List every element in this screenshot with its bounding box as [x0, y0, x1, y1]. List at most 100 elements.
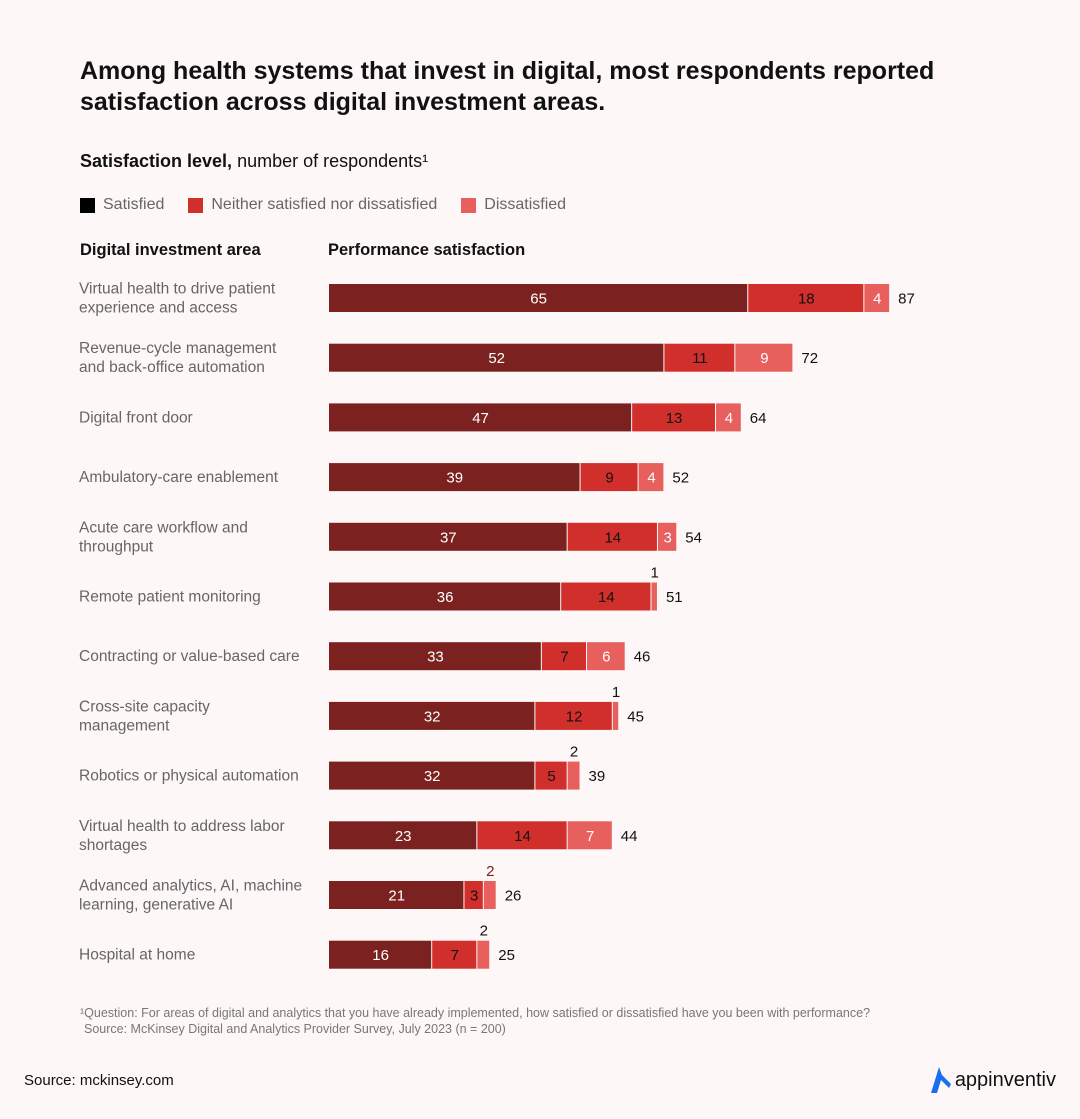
bar-segment-neither — [432, 940, 477, 969]
bar-segment-satisfied — [329, 463, 580, 492]
bar-segment-satisfied — [329, 701, 535, 730]
data-label: 21 — [388, 888, 405, 905]
category-label: Digital front door — [79, 409, 193, 426]
bar-segment-satisfied — [329, 761, 535, 790]
subtitle-bold: Satisfaction level, — [80, 151, 233, 171]
bar-segment-dissatisfied — [735, 343, 793, 372]
data-label: 37 — [440, 529, 457, 546]
bar-segment-neither — [477, 821, 567, 850]
legend-item-neither: Neither satisfied nor dissatisfied — [188, 196, 437, 214]
data-label: 4 — [873, 291, 881, 308]
bar-segment-dissatisfied — [587, 642, 625, 671]
category-label: Ambulatory-care enablement — [79, 469, 279, 486]
data-label: 6 — [602, 649, 610, 666]
total-label: 25 — [498, 947, 515, 964]
data-label: 16 — [372, 947, 389, 964]
category-label: Contracting or value-based care — [79, 648, 300, 665]
column-header-performance: Performance satisfaction — [328, 241, 526, 259]
data-label: 4 — [647, 470, 655, 487]
data-label: 1 — [651, 565, 659, 582]
category-label: Cross-site capacity management — [79, 698, 210, 734]
data-label: 2 — [480, 923, 488, 940]
data-label: 18 — [798, 291, 815, 308]
legend-label: Dissatisfied — [484, 196, 567, 213]
data-label: 32 — [424, 708, 441, 725]
category-label: Remote patient monitoring — [79, 589, 261, 606]
legend: Satisfied Neither satisfied nor dissatis… — [80, 196, 566, 214]
total-label: 87 — [898, 291, 915, 308]
source-credit: Source: mckinsey.com — [24, 1072, 174, 1089]
legend-label: Neither satisfied nor dissatisfied — [211, 196, 438, 213]
data-label: 2 — [486, 863, 494, 880]
category-label: Advanced analytics, AI, machine learning,… — [79, 878, 302, 914]
bar-segment-satisfied — [329, 582, 561, 611]
legend-item-satisfied: Satisfied — [80, 196, 164, 214]
data-label: 23 — [395, 828, 412, 845]
data-label: 11 — [692, 350, 708, 367]
bar-segment-dissatisfied — [567, 821, 612, 850]
data-label: 1 — [612, 684, 620, 701]
bar-segment-dissatisfied — [651, 582, 657, 611]
data-label: 4 — [725, 410, 733, 427]
data-label: 14 — [604, 529, 621, 546]
footnote: ¹Question: For areas of digital and anal… — [80, 1005, 870, 1037]
data-label: 7 — [451, 947, 459, 964]
total-label: 44 — [621, 828, 638, 845]
total-label: 54 — [685, 529, 702, 546]
data-label: 5 — [547, 768, 555, 785]
legend-label: Satisfied — [103, 196, 165, 213]
data-label: 14 — [598, 589, 615, 606]
data-label: 9 — [605, 470, 613, 487]
legend-item-dissatisfied: Dissatisfied — [461, 196, 566, 214]
bar-segment-dissatisfied — [567, 761, 580, 790]
bar-segment-neither — [632, 403, 715, 432]
legend-swatch — [461, 197, 477, 213]
data-label: 47 — [472, 410, 489, 427]
bar-segment-dissatisfied — [612, 701, 619, 730]
bar-segment-satisfied — [329, 343, 664, 372]
data-label: 7 — [586, 828, 594, 845]
bar-segment-neither — [535, 701, 612, 730]
bar-segment-satisfied — [329, 284, 748, 312]
data-label: 52 — [488, 350, 505, 367]
bar-segment-neither — [535, 761, 567, 790]
data-label: 12 — [566, 708, 583, 725]
data-label: 14 — [514, 828, 531, 845]
category-label: Virtual health to drive patient experienc… — [79, 281, 276, 317]
bar-segment-satisfied — [329, 642, 541, 671]
bar-segment-neither — [580, 463, 638, 492]
data-label: 7 — [560, 649, 568, 666]
category-label: Hospital at home — [79, 947, 195, 964]
bar-segment-dissatisfied — [483, 881, 496, 909]
logo-icon — [930, 1067, 951, 1093]
legend-swatch — [80, 197, 95, 213]
bar-segment-neither — [561, 582, 651, 611]
category-label: Virtual health to address labor shortages — [79, 818, 285, 854]
total-label: 39 — [589, 768, 606, 785]
bar-segment-neither — [541, 642, 586, 671]
bar-segment-dissatisfied — [638, 463, 664, 492]
data-label: 13 — [666, 410, 683, 427]
data-label: 2 — [570, 744, 578, 761]
footnote-source: Source: McKinsey Digital and Analytics P… — [84, 1022, 506, 1036]
logo-text: appinventiv — [954, 1068, 1056, 1091]
data-label: 36 — [437, 589, 454, 606]
bar-segment-satisfied — [329, 403, 632, 432]
bar-segment-satisfied — [329, 821, 477, 850]
chart-subtitle: Satisfaction level, number of respondent… — [80, 151, 428, 172]
data-label: 3 — [663, 529, 671, 546]
category-label: Robotics or physical automation — [79, 768, 299, 785]
total-label: 52 — [672, 470, 689, 487]
data-label: 32 — [424, 768, 441, 785]
total-label: 45 — [627, 708, 644, 725]
bar-segment-neither — [464, 881, 483, 909]
data-label: 9 — [760, 350, 768, 367]
bar-segment-neither — [664, 343, 735, 372]
bar-segment-neither — [567, 522, 657, 551]
appinventiv-logo: appinventiv — [929, 1066, 1056, 1094]
subtitle-rest: number of respondents¹ — [232, 151, 429, 171]
data-label: 65 — [530, 291, 547, 308]
bar-segment-dissatisfied — [657, 522, 677, 551]
total-label: 46 — [634, 649, 651, 666]
chart-title: Among health systems that invest in digi… — [80, 57, 935, 116]
